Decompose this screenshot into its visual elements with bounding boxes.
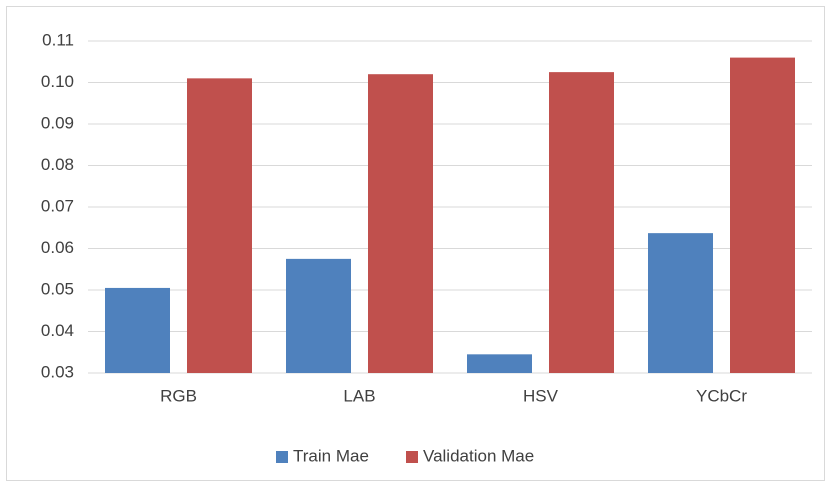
legend-swatch bbox=[276, 451, 288, 463]
bar bbox=[730, 57, 795, 373]
x-tick-label: YCbCr bbox=[696, 386, 747, 405]
bar bbox=[549, 72, 614, 373]
y-tick-label: 0.10 bbox=[41, 72, 74, 91]
x-tick-label: LAB bbox=[343, 386, 375, 405]
y-tick-label: 0.11 bbox=[42, 30, 74, 49]
legend-swatch bbox=[406, 451, 418, 463]
bar bbox=[648, 233, 713, 373]
bar bbox=[187, 78, 252, 373]
x-tick-label: HSV bbox=[523, 386, 559, 405]
bar bbox=[368, 74, 433, 373]
y-tick-label: 0.04 bbox=[41, 321, 74, 340]
y-tick-label: 0.08 bbox=[41, 155, 74, 174]
y-tick-label: 0.05 bbox=[41, 279, 74, 298]
legend-label: Validation Mae bbox=[423, 446, 534, 465]
y-tick-label: 0.09 bbox=[41, 113, 74, 132]
bar bbox=[105, 287, 170, 373]
legend-label: Train Mae bbox=[293, 446, 369, 465]
y-tick-label: 0.06 bbox=[41, 238, 74, 257]
x-tick-label: RGB bbox=[160, 386, 197, 405]
bar bbox=[286, 258, 351, 373]
bar bbox=[467, 354, 532, 373]
y-tick-label: 0.07 bbox=[41, 196, 74, 215]
y-tick-label: 0.03 bbox=[41, 362, 74, 381]
